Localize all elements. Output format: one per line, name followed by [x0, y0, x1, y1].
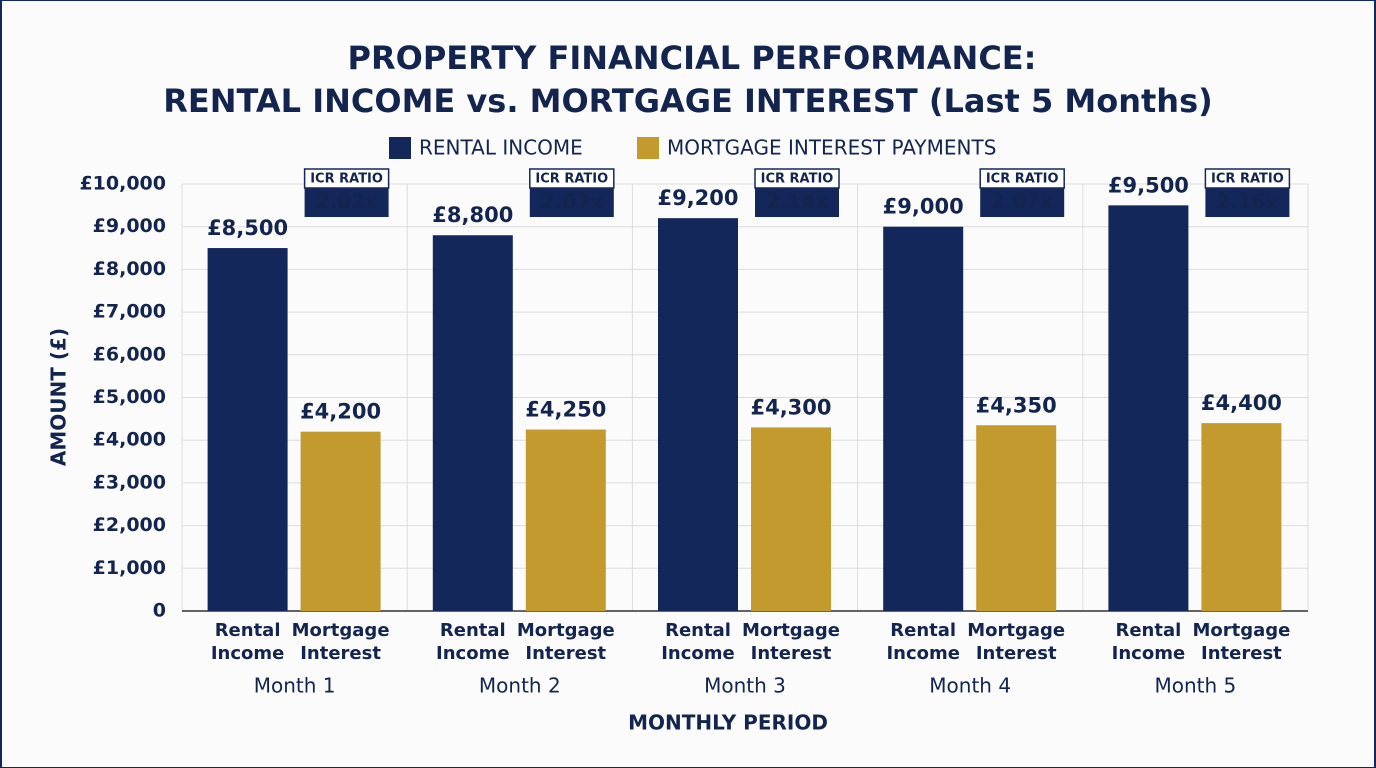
bar [525, 429, 606, 611]
legend-label: MORTGAGE INTEREST PAYMENTS [667, 136, 996, 160]
legend-swatch [637, 137, 659, 159]
bar [883, 226, 964, 611]
x-tick-label: Month 2 [479, 674, 561, 698]
bar-label: Income [886, 643, 960, 664]
value-label: £4,300 [750, 395, 831, 419]
icr-value-box [980, 188, 1065, 217]
bar-label: Interest [751, 643, 832, 664]
legend-label: RENTAL INCOME [419, 136, 583, 160]
icr-value-box [755, 188, 839, 217]
x-axis-title: MONTHLY PERIOD [628, 711, 828, 735]
y-tick-label: £4,000 [93, 429, 166, 451]
icr-value: 2.02x [315, 190, 377, 214]
bar-label: Rental [215, 620, 281, 641]
bar-label: Mortgage [967, 620, 1065, 641]
value-label: £8,500 [207, 216, 288, 240]
value-label: £4,250 [525, 398, 606, 422]
value-label: £4,400 [1201, 391, 1282, 415]
y-tick-label: £6,000 [93, 343, 166, 365]
x-tick-label: Month 4 [929, 674, 1011, 698]
bar [751, 427, 831, 611]
value-label: £9,000 [883, 195, 964, 219]
bar [1108, 205, 1189, 611]
bar-label: Interest [300, 643, 381, 664]
bar-label: Income [211, 643, 285, 664]
chart-title: PROPERTY FINANCIAL PERFORMANCE: [348, 39, 1037, 77]
bar-label: Rental [1115, 620, 1181, 641]
y-tick-label: £5,000 [93, 386, 166, 408]
icr-title: ICR RATIO [310, 172, 383, 187]
icr-title: ICR RATIO [535, 172, 608, 187]
y-tick-label: 0 [153, 600, 166, 622]
y-tick-label: £2,000 [93, 514, 166, 536]
value-label: £9,500 [1108, 173, 1189, 197]
value-label: £9,200 [657, 186, 738, 210]
icr-value-box [304, 188, 389, 217]
bar-label: Income [436, 643, 510, 664]
bar [976, 425, 1057, 611]
bar [207, 248, 288, 612]
x-tick-label: Month 1 [254, 674, 336, 698]
bar-label: Interest [976, 643, 1057, 664]
y-tick-label: £7,000 [93, 301, 166, 323]
value-label: £4,350 [976, 393, 1057, 417]
bar [300, 431, 381, 611]
x-tick-label: Month 5 [1155, 674, 1237, 698]
icr-title: ICR RATIO [1211, 172, 1284, 187]
bar-label: Rental [440, 620, 506, 641]
bar [1201, 423, 1282, 611]
bar-label: Interest [525, 643, 606, 664]
y-tick-label: £9,000 [93, 215, 166, 237]
bar-label: Income [1112, 643, 1186, 664]
icr-value-box [529, 188, 614, 217]
value-label: £4,200 [300, 400, 381, 424]
bar-label: Mortgage [517, 620, 615, 641]
chart-title: RENTAL INCOME vs. MORTGAGE INTEREST (Las… [163, 82, 1212, 120]
bar-label: Mortgage [292, 620, 390, 641]
icr-value: 2.16x [1216, 190, 1278, 214]
bar-label: Rental [665, 620, 731, 641]
bar-label: Mortgage [742, 620, 840, 641]
y-tick-label: £3,000 [93, 471, 166, 493]
value-label: £8,800 [432, 203, 513, 227]
y-tick-label: £1,000 [93, 557, 166, 579]
icr-value: 2.14x [766, 190, 828, 214]
icr-value-box [1205, 188, 1290, 217]
icr-title: ICR RATIO [761, 172, 834, 187]
bar-label: Rental [890, 620, 956, 641]
bar-label: Interest [1201, 643, 1282, 664]
legend-swatch [389, 137, 411, 159]
y-tick-label: £10,000 [79, 173, 166, 195]
bar [432, 235, 513, 612]
icr-value: 2.07x [991, 190, 1053, 214]
bar-label: Mortgage [1192, 620, 1290, 641]
icr-title: ICR RATIO [986, 172, 1059, 187]
icr-value: 2.07x [541, 190, 603, 214]
bar [658, 218, 738, 611]
y-axis-title: AMOUNT (£) [47, 328, 71, 466]
bar-label: Income [661, 643, 735, 664]
y-tick-label: £8,000 [93, 258, 166, 280]
x-tick-label: Month 3 [704, 674, 786, 698]
